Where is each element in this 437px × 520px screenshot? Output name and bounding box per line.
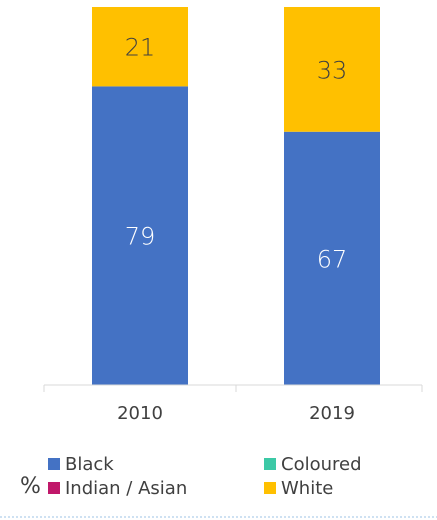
legend-label-indian-asian: Indian / Asian (65, 478, 187, 499)
bar-black-2019 (284, 131, 380, 385)
data-label-black-2019: 67 (317, 245, 348, 273)
legend-label-white: White (281, 478, 333, 499)
legend-swatch-indian-asian (48, 482, 60, 494)
x-tick-label-2010: 2010 (117, 403, 163, 424)
data-label-white-2010: 21 (125, 34, 156, 62)
data-label-black-2010: 79 (125, 223, 156, 251)
legend-swatch-black (48, 458, 60, 470)
legend-label-black: Black (65, 454, 114, 475)
legend-swatch-white (264, 482, 276, 494)
unit-label: % (20, 474, 41, 499)
legend-swatch-coloured (264, 458, 276, 470)
data-label-white-2019: 33 (317, 56, 348, 84)
bar-white-2010 (92, 7, 188, 87)
bar-black-2010 (92, 86, 188, 385)
legend-label-coloured: Coloured (281, 454, 362, 475)
x-tick-label-2019: 2019 (309, 403, 355, 424)
bar-white-2019 (284, 7, 380, 132)
